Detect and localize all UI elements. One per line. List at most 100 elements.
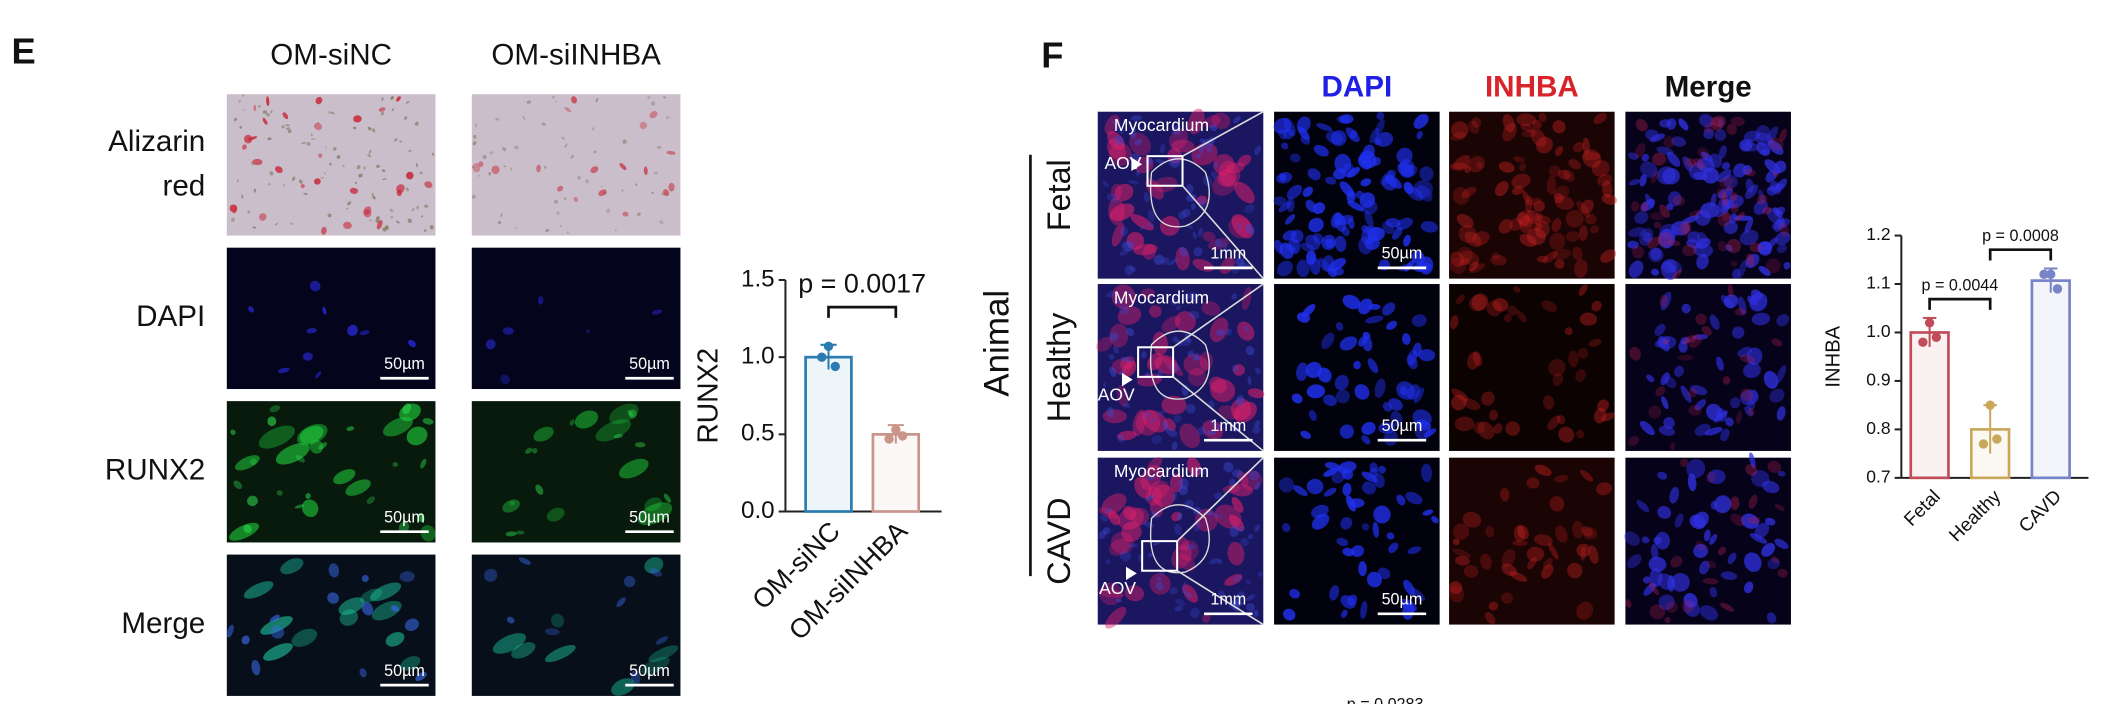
micrograph-feature: [1720, 571, 1738, 581]
micrograph-feature: [345, 479, 371, 496]
micrograph-feature: [1366, 571, 1382, 588]
micrograph-feature: [472, 141, 477, 146]
micrograph-feature: [634, 442, 646, 448]
micrograph-feature: [666, 116, 670, 119]
micrograph-feature: [1306, 384, 1326, 399]
micrograph-feature: [1116, 296, 1122, 304]
micrograph-feature: [1412, 409, 1432, 427]
micrograph-feature: [368, 149, 372, 154]
micrograph-feature: [1469, 263, 1486, 274]
micrograph-feature: [1455, 555, 1470, 566]
micrograph-feature: [1647, 236, 1661, 249]
micrograph-feature: [1679, 458, 1689, 468]
micrograph-feature: [1125, 240, 1135, 248]
scale-bar-label: 50µm: [1382, 591, 1423, 609]
micrograph-feature: [1777, 470, 1786, 477]
micrograph-feature: [1654, 323, 1666, 336]
micrograph-feature: [1416, 185, 1433, 202]
micrograph-feature: [600, 185, 603, 188]
micrograph-feature: [1699, 605, 1718, 621]
column-label: OM-siINHBA: [491, 38, 661, 71]
significance-bracket: [827, 305, 898, 318]
micrograph-feature: [559, 225, 562, 227]
micrograph-feature: [1678, 341, 1688, 353]
micrograph-feature: [1252, 426, 1261, 434]
column-label: INHBA: [1485, 71, 1579, 104]
micrograph-feature: [1520, 123, 1536, 133]
micrograph-feature: [361, 574, 369, 583]
micrograph-feature: [1122, 360, 1137, 377]
micrograph-feature: [1148, 552, 1153, 558]
micrograph-feature: [1695, 540, 1707, 551]
micrograph-feature: [1775, 178, 1788, 192]
micrograph-feature: [1656, 166, 1676, 185]
micrograph-feature: [1502, 114, 1515, 133]
micrograph-feature: [231, 217, 235, 222]
micrograph-feature: [1291, 393, 1303, 404]
micrograph-feature: [1650, 544, 1659, 561]
micrograph-feature: [474, 122, 478, 128]
micrograph-feature: [473, 134, 477, 139]
micrograph-feature: [1247, 376, 1252, 386]
micrograph-feature: [1468, 120, 1480, 134]
micrograph: [1449, 457, 1615, 625]
micrograph-feature: [1472, 351, 1483, 367]
scale-bar-label: 50µm: [384, 355, 425, 373]
micrograph-feature: [566, 231, 569, 234]
micrograph-feature: [1655, 531, 1670, 550]
micrograph-feature: [1748, 407, 1755, 416]
micrograph-feature: [1554, 145, 1564, 157]
micrograph-feature: [1397, 162, 1415, 177]
micrograph-feature: [1254, 481, 1261, 491]
micrograph-feature: [593, 150, 597, 154]
micrograph-feature: [347, 201, 352, 206]
micrograph-feature: [1403, 579, 1415, 596]
micrograph-feature: [1386, 532, 1395, 540]
micrograph-feature: [1145, 494, 1155, 502]
micrograph-feature: [1117, 430, 1137, 441]
micrograph-feature: [544, 165, 547, 169]
micrograph-feature: [1657, 232, 1673, 248]
micrograph-feature: [1218, 160, 1241, 187]
micrograph-feature: [1697, 147, 1710, 160]
micrograph-feature: [1117, 434, 1125, 443]
micrograph-feature: [1359, 192, 1376, 208]
micrograph-feature: [1450, 132, 1467, 141]
micrograph-feature: [382, 227, 387, 232]
micrograph-feature: [1485, 525, 1495, 538]
micrograph-feature: [1730, 397, 1741, 409]
micrograph-feature: [1558, 426, 1575, 443]
micrograph-feature: [635, 183, 638, 186]
row-label: Alizarin: [108, 125, 205, 158]
micrograph-feature: [1576, 429, 1585, 439]
micrograph-feature: [1392, 226, 1403, 240]
micrograph-feature: [1700, 202, 1720, 219]
micrograph-feature: [1706, 471, 1716, 483]
micrograph-feature: [1296, 362, 1309, 381]
micrograph-feature: [495, 118, 500, 121]
micrograph-feature: [478, 174, 480, 177]
data-point: [1924, 318, 1935, 328]
micrograph-feature: [1588, 545, 1599, 564]
micrograph-feature: [1660, 372, 1670, 386]
micrograph-feature: [1204, 115, 1221, 128]
micrograph-feature: [1237, 154, 1252, 167]
micrograph-feature: [1776, 244, 1788, 253]
micrograph-feature: [1453, 155, 1471, 170]
micrograph-feature: [1156, 410, 1166, 416]
micrograph-feature: [492, 633, 527, 654]
micrograph-feature: [1175, 598, 1186, 607]
micrograph-feature: [367, 126, 372, 131]
micrograph-feature: [1187, 108, 1205, 135]
y-tick-label: 0.5: [741, 420, 775, 447]
micrograph-feature: [1740, 389, 1759, 406]
micrograph-feature: [1760, 148, 1770, 155]
micrograph-feature: [1552, 248, 1571, 260]
micrograph-feature: [1551, 218, 1562, 233]
micrograph-feature: [1156, 576, 1163, 582]
micrograph-feature: [295, 455, 305, 463]
micrograph-feature: [1300, 430, 1312, 439]
micrograph-feature: [1774, 538, 1789, 549]
micrograph-feature: [1694, 399, 1707, 411]
micrograph-feature: [1255, 367, 1261, 375]
